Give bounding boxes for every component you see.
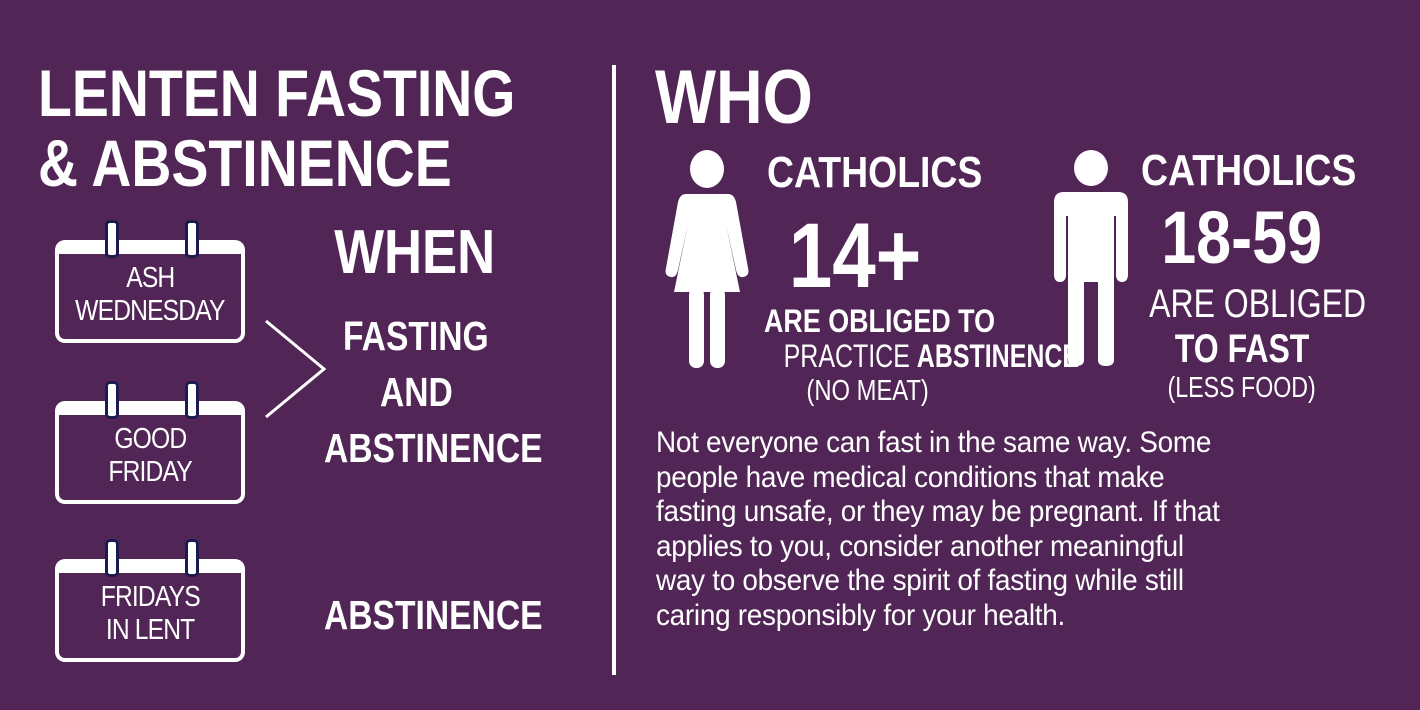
- calendar-ring: [105, 220, 119, 258]
- calendar-ring: [185, 381, 199, 419]
- calendar-fridays-in-lent: FRIDAYS IN LENT: [55, 539, 245, 662]
- calendar-ring: [105, 381, 119, 419]
- man-icon: [1054, 150, 1128, 366]
- calendar-ring: [185, 220, 199, 258]
- abstinence-obligation: ARE OBLIGED TO PRACTICE ABSTINENCE (NO M…: [763, 303, 1080, 408]
- when-rule-abstinence: ABSTINENCE: [323, 592, 543, 638]
- abstinence-group: CATHOLICS: [767, 148, 983, 197]
- abstinence-age: 14+: [788, 205, 922, 307]
- calendar-ring: [105, 539, 119, 577]
- chevron-right-icon: [265, 319, 327, 419]
- health-note: Not everyone can fast in the same way. S…: [656, 426, 1220, 632]
- when-rule-fasting-abstinence: FASTING AND ABSTINENCE: [323, 313, 543, 471]
- page-title: LENTEN FASTING & ABSTINENCE: [38, 56, 516, 200]
- who-heading: WHO: [655, 55, 813, 140]
- calendar-ash-wednesday: ASH WEDNESDAY: [55, 220, 245, 343]
- divider: [612, 65, 616, 675]
- woman-icon: [665, 150, 749, 368]
- fasting-age: 18-59: [1161, 196, 1323, 279]
- fasting-group: CATHOLICS: [1141, 146, 1357, 195]
- fasting-obligation: ARE OBLIGED TO FAST (LESS FOOD): [1149, 282, 1367, 404]
- when-heading: WHEN: [334, 218, 496, 287]
- calendar-ring: [185, 539, 199, 577]
- calendar-good-friday: GOOD FRIDAY: [55, 381, 245, 504]
